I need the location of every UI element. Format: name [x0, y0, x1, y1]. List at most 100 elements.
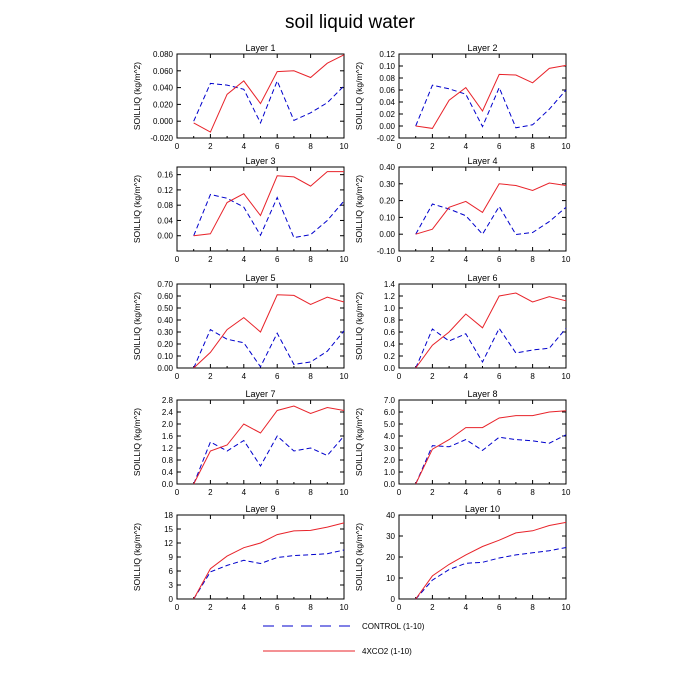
series-line-4xco2	[193, 54, 345, 133]
x-tick-label: 4	[242, 372, 247, 381]
series-line-control	[193, 549, 345, 600]
series-line-4xco2	[415, 410, 567, 485]
y-tick-label: 0	[169, 595, 174, 604]
y-tick-label: 0.2	[384, 352, 396, 361]
y-tick-label: 0.040	[153, 84, 174, 93]
y-axis-label: SOILLIQ (kg/m^2)	[132, 292, 142, 360]
x-tick-label: 4	[464, 372, 469, 381]
y-tick-label: 0.12	[157, 186, 173, 195]
x-tick-label: 8	[530, 255, 535, 264]
series-line-control	[193, 79, 345, 125]
y-tick-label: 0.00	[157, 232, 173, 241]
x-tick-label: 6	[497, 255, 502, 264]
x-tick-label: 0	[175, 603, 180, 612]
x-tick-label: 2	[208, 488, 213, 497]
x-tick-label: 2	[430, 255, 435, 264]
panel-layer-9: 0 2 4 6 8 10 0 3 6 9 12 15 18 Layer 9 SOILLIQ (kg/m^2)	[132, 504, 349, 612]
series-line-control	[193, 193, 345, 239]
x-tick-label: 8	[308, 603, 313, 612]
plot-frame	[398, 283, 567, 369]
series-line-control	[415, 547, 567, 600]
series-line-control	[193, 328, 345, 369]
y-tick-label: 2.0	[162, 420, 174, 429]
panel-title: Layer 5	[245, 273, 275, 283]
x-tick-label: 2	[208, 255, 213, 264]
x-tick-label: 4	[464, 142, 469, 151]
y-axis-label: SOILLIQ (kg/m^2)	[354, 175, 364, 243]
figure-title: soil liquid water	[285, 12, 416, 33]
series-line-control	[415, 327, 567, 369]
x-tick-label: 0	[175, 372, 180, 381]
y-axis-label: SOILLIQ (kg/m^2)	[354, 408, 364, 476]
y-tick-label: 30	[386, 532, 395, 541]
y-tick-label: 0.16	[157, 171, 173, 180]
x-tick-label: 6	[497, 142, 502, 151]
series-line-4xco2	[415, 292, 567, 369]
plot-frame	[176, 399, 345, 485]
x-tick-label: 8	[308, 142, 313, 151]
y-tick-label: 40	[386, 511, 395, 520]
y-tick-label: 0.30	[379, 180, 395, 189]
y-tick-label: 0.4	[162, 468, 174, 477]
x-tick-label: 0	[397, 603, 402, 612]
y-tick-label: 0.00	[379, 230, 395, 239]
y-tick-label: 0.08	[379, 74, 395, 83]
y-tick-label: 0.06	[379, 86, 395, 95]
y-tick-label: 9	[169, 553, 174, 562]
y-tick-label: 0.060	[153, 67, 174, 76]
plot-frame	[398, 514, 567, 600]
y-tick-label: 0.40	[379, 163, 395, 172]
x-tick-label: 6	[275, 142, 280, 151]
legend-4xco2-label: 4XCO2 (1-10)	[362, 647, 412, 656]
plot-frame	[176, 166, 345, 252]
y-axis-label: SOILLIQ (kg/m^2)	[354, 292, 364, 360]
panel-title: Layer 3	[245, 156, 275, 166]
panel-grid: 0 2 4 6 8 10-0.0200.0000.0200.0400.0600.080La…	[132, 43, 571, 612]
x-tick-label: 4	[242, 255, 247, 264]
y-tick-label: 1.6	[162, 432, 174, 441]
y-tick-label: 18	[164, 511, 173, 520]
plot-frame	[176, 53, 345, 139]
x-tick-label: 8	[530, 142, 535, 151]
y-tick-label: 5.0	[384, 420, 396, 429]
x-tick-label: 4	[242, 603, 247, 612]
y-axis-label: SOILLIQ (kg/m^2)	[132, 523, 142, 591]
y-tick-label: 6	[169, 567, 174, 576]
y-tick-label: 2.0	[384, 456, 396, 465]
y-tick-label: 0.10	[379, 213, 395, 222]
x-tick-label: 6	[275, 603, 280, 612]
y-tick-label: 1.0	[384, 304, 396, 313]
x-tick-label: 6	[275, 255, 280, 264]
y-tick-label: 20	[386, 553, 395, 562]
x-tick-label: 6	[275, 372, 280, 381]
y-axis-label: SOILLIQ (kg/m^2)	[132, 62, 142, 130]
y-tick-label: 0.6	[384, 328, 396, 337]
y-tick-label: 0.10	[379, 62, 395, 71]
series-line-4xco2	[415, 64, 567, 129]
y-tick-label: 0.0	[384, 480, 396, 489]
series-line-4xco2	[193, 522, 345, 600]
x-tick-label: 2	[430, 603, 435, 612]
plot-frame	[176, 283, 345, 369]
x-tick-label: 0	[397, 255, 402, 264]
panel-layer-10: 0 2 4 6 8 10 0 10 20 30 40 Layer 10 SOILLIQ (kg/m^2)	[354, 504, 571, 612]
x-tick-label: 2	[430, 372, 435, 381]
panel-layer-3: 0 2 4 6 8 10 0.00 0.04 0.08 0.12 0.16 Layer 3 SOILLI…	[132, 156, 349, 264]
y-tick-label: 3	[169, 581, 174, 590]
y-tick-label: 2.4	[162, 408, 174, 417]
y-tick-label: 10	[386, 574, 395, 583]
x-tick-label: 10	[340, 255, 349, 264]
y-tick-label: 0.02	[379, 110, 395, 119]
y-tick-label: 4.0	[384, 432, 396, 441]
plot-frame	[176, 514, 345, 600]
panel-layer-8: 0 2 4 6 8 10 0.0 1.0 2.0 3.0 4.0 5.0 6.0 7.0 Layer 8 SO…	[354, 389, 571, 497]
series-line-4xco2	[193, 294, 345, 369]
x-tick-label: 2	[208, 603, 213, 612]
y-tick-label: 3.0	[384, 444, 396, 453]
x-tick-label: 8	[530, 603, 535, 612]
y-tick-label: 0.04	[379, 98, 395, 107]
x-tick-label: 6	[497, 603, 502, 612]
x-tick-label: 0	[175, 488, 180, 497]
y-tick-label: 0.020	[153, 100, 174, 109]
panel-layer-2: 0 2 4 6 8 10 -0.02 0.00 0.02 0.04 0.06 0.08 0.10 0.12…	[354, 43, 571, 151]
